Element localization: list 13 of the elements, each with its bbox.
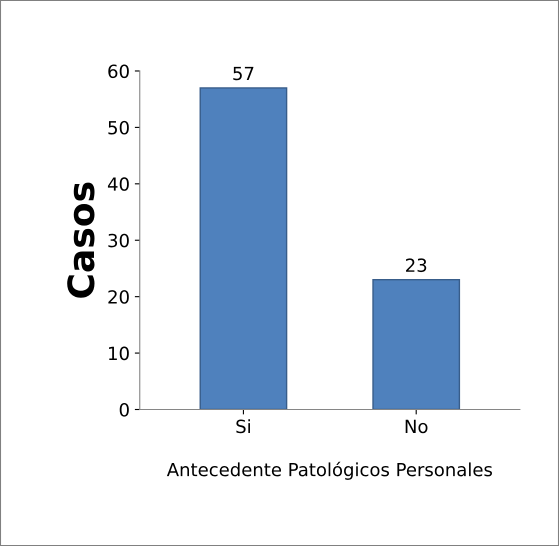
y-tick-label: 10 — [109, 346, 129, 360]
y-axis-title: Casos — [67, 182, 94, 298]
y-tick-label: 40 — [108, 177, 129, 191]
y-tick-label: 50 — [108, 120, 129, 135]
x-axis-title: Antecedente Patológicos Personales — [166, 462, 492, 480]
data-label: 23 — [406, 258, 426, 272]
y-tick-label: 60 — [108, 64, 129, 78]
y-tick-label: 20 — [108, 290, 129, 304]
data-label: 57 — [233, 66, 254, 80]
x-tick-label: No — [406, 420, 428, 434]
y-tick-label: 0 — [120, 402, 129, 417]
y-tick-label: 30 — [108, 234, 129, 248]
x-tick-label: Si — [236, 419, 250, 434]
